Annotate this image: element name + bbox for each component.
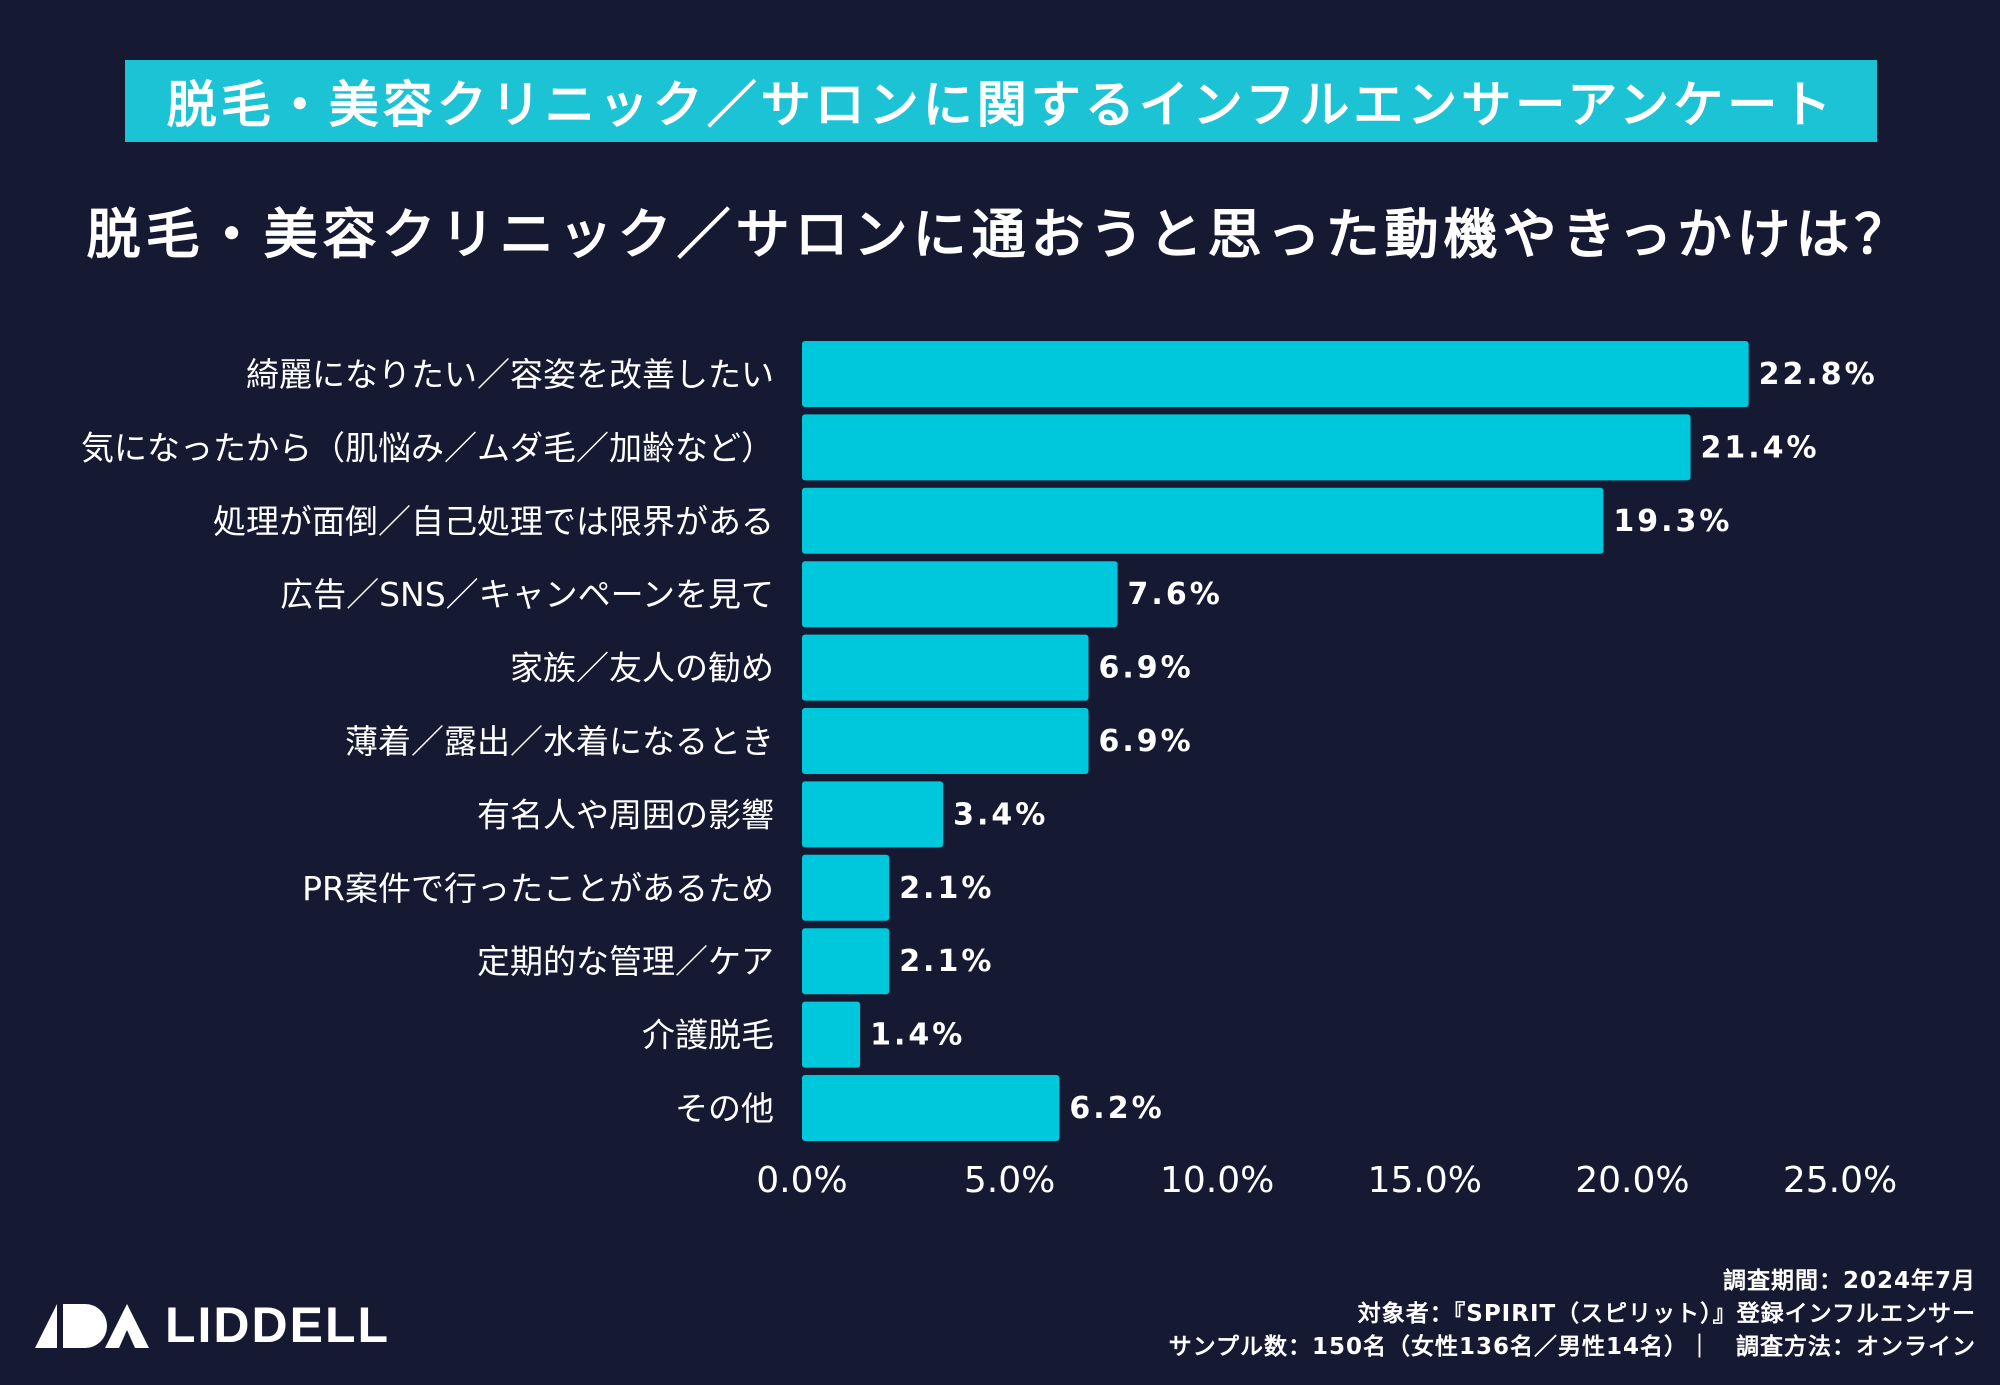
bar (802, 708, 1089, 774)
x-tick-label: 5.0% (964, 1160, 1055, 1201)
bar (802, 561, 1118, 628)
x-tick-label: 0.0% (756, 1160, 847, 1201)
survey-banner-text: 脱毛・美容クリニック／サロンに関するインフルエンサーアンケート (166, 76, 1836, 134)
category-label: 家族／友人の勧め (510, 649, 774, 688)
x-tick-label: 25.0% (1783, 1160, 1897, 1201)
value-label: 6.9% (1098, 651, 1193, 686)
survey-target: 対象者：『SPIRIT（スピリット）』登録インフルエンサー (1357, 1301, 1976, 1327)
survey-footer: 調査期間：2024年7月 対象者：『SPIRIT（スピリット）』登録インフルエン… (1169, 1265, 1976, 1364)
value-label: 3.4% (953, 797, 1048, 832)
category-label: PR案件で行ったことがあるため (302, 869, 774, 908)
survey-banner: 脱毛・美容クリニック／サロンに関するインフルエンサーアンケート (125, 60, 1877, 142)
value-label: 6.2% (1069, 1091, 1164, 1126)
x-tick-label: 15.0% (1368, 1160, 1482, 1201)
bar (802, 854, 890, 921)
value-label: 7.6% (1128, 577, 1223, 612)
category-label: 有名人や周囲の影響 (477, 795, 774, 834)
category-label: 広告／SNS／キャンペーンを見て (280, 575, 774, 614)
category-label: 綺麗になりたい／容姿を改善したい (246, 355, 774, 394)
category-label: 定期的な管理／ケア (477, 942, 774, 981)
bar (802, 1001, 861, 1068)
value-label: 19.3% (1613, 504, 1732, 539)
x-tick-label: 10.0% (1160, 1160, 1274, 1201)
value-label: 22.8% (1759, 357, 1878, 392)
value-label: 21.4% (1701, 430, 1820, 465)
survey-sample: サンプル数：150名（女性136名／男性14名）｜ 調査方法：オンライン (1168, 1334, 1976, 1360)
bar (802, 634, 1089, 701)
bar (802, 414, 1691, 481)
question-title: 脱毛・美容クリニック／サロンに通おうと思った動機やきっかけは？ (86, 203, 1914, 266)
liddell-logo: LIDDELL (35, 1295, 390, 1355)
x-tick-label: 20.0% (1575, 1160, 1689, 1201)
survey-period: 調査期間：2024年7月 (1722, 1268, 1976, 1294)
value-label: 6.9% (1098, 724, 1193, 759)
bar (802, 1075, 1060, 1141)
category-label: その他 (675, 1089, 774, 1128)
liddell-logo-icon (35, 1304, 149, 1348)
category-label: 薄着／露出／水着になるとき (345, 722, 774, 761)
logo-text: LIDDELL (165, 1297, 391, 1353)
value-label: 1.4% (870, 1018, 965, 1053)
bar (802, 928, 890, 995)
bar (802, 487, 1604, 554)
value-label: 2.1% (899, 944, 994, 979)
category-label: 介護脱毛 (642, 1016, 774, 1055)
bar (802, 781, 944, 848)
bar (802, 341, 1749, 407)
category-label: 気になったから（肌悩み／ムダ毛／加齢など） (81, 428, 774, 467)
category-label: 処理が面倒／自己処理では限界がある (213, 502, 774, 541)
value-label: 2.1% (899, 871, 994, 906)
